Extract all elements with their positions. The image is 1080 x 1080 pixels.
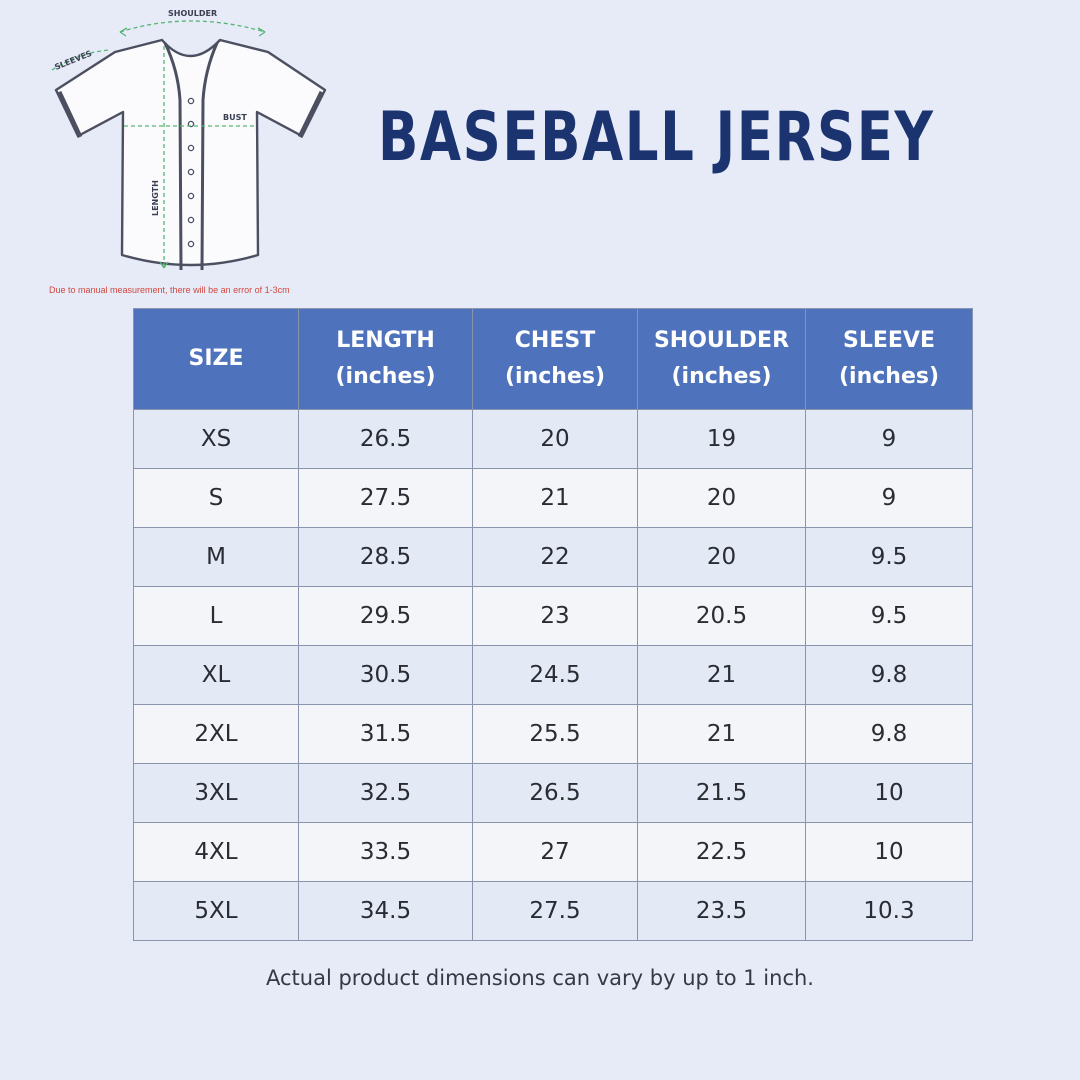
- sleeve-cell: 10: [805, 763, 973, 823]
- size-cell: L: [133, 586, 299, 646]
- shoulder-cell: 23.5: [637, 881, 806, 941]
- shoulder-cell: 20: [637, 527, 806, 587]
- page-title: BASEBALL JERSEY: [378, 98, 935, 177]
- shoulder-cell: 20: [637, 468, 806, 528]
- sleeve-cell: 9.8: [805, 645, 973, 705]
- sleeve-cell: 9.5: [805, 527, 973, 587]
- header-size: SIZE: [133, 308, 299, 410]
- size-cell: 2XL: [133, 704, 299, 764]
- header-shoulder: SHOULDER (inches): [637, 308, 806, 410]
- size-cell: 5XL: [133, 881, 299, 941]
- chest-cell: 20: [472, 409, 638, 469]
- size-cell: XS: [133, 409, 299, 469]
- table-row: 3XL 32.5 26.5 21.5 10: [133, 763, 973, 823]
- header-length: LENGTH (inches): [298, 308, 473, 410]
- table-header-row: SIZE LENGTH (inches) CHEST (inches) SHOULD…: [133, 308, 973, 410]
- chest-cell: 22: [472, 527, 638, 587]
- shoulder-cell: 22.5: [637, 822, 806, 882]
- length-cell: 28.5: [298, 527, 473, 587]
- measurement-note: Due to manual measurement, there will be…: [49, 285, 290, 295]
- dimensions-disclaimer: Actual product dimensions can vary by up…: [266, 966, 814, 990]
- chest-cell: 25.5: [472, 704, 638, 764]
- sleeve-cell: 9.5: [805, 586, 973, 646]
- length-label: LENGTH: [151, 180, 160, 216]
- size-cell: M: [133, 527, 299, 587]
- header-sleeve: SLEEVE (inches): [805, 308, 973, 410]
- size-cell: S: [133, 468, 299, 528]
- shoulder-cell: 20.5: [637, 586, 806, 646]
- size-cell: XL: [133, 645, 299, 705]
- table-row: L 29.5 23 20.5 9.5: [133, 586, 973, 646]
- table-row: XS 26.5 20 19 9: [133, 409, 973, 469]
- shoulder-label: SHOULDER: [168, 9, 217, 18]
- chest-cell: 26.5: [472, 763, 638, 823]
- sleeves-label: SLEEVES: [53, 49, 93, 72]
- shoulder-cell: 19: [637, 409, 806, 469]
- length-cell: 31.5: [298, 704, 473, 764]
- size-cell: 3XL: [133, 763, 299, 823]
- chest-cell: 27.5: [472, 881, 638, 941]
- sleeve-cell: 10.3: [805, 881, 973, 941]
- shoulder-cell: 21: [637, 704, 806, 764]
- chest-cell: 21: [472, 468, 638, 528]
- jersey-illustration: SHOULDER SLEEVES BUST LENGTH: [51, 9, 327, 271]
- size-table: SIZE LENGTH (inches) CHEST (inches) SHOULD…: [133, 308, 973, 941]
- table-row: S 27.5 21 20 9: [133, 468, 973, 528]
- size-cell: 4XL: [133, 822, 299, 882]
- sleeve-cell: 9: [805, 468, 973, 528]
- chest-cell: 24.5: [472, 645, 638, 705]
- sleeve-cell: 9: [805, 409, 973, 469]
- table-row: 4XL 33.5 27 22.5 10: [133, 822, 973, 882]
- sleeve-cell: 9.8: [805, 704, 973, 764]
- bust-label: BUST: [223, 113, 247, 122]
- table-row: XL 30.5 24.5 21 9.8: [133, 645, 973, 705]
- table-row: 2XL 31.5 25.5 21 9.8: [133, 704, 973, 764]
- length-cell: 30.5: [298, 645, 473, 705]
- chest-cell: 23: [472, 586, 638, 646]
- length-cell: 33.5: [298, 822, 473, 882]
- shoulder-cell: 21: [637, 645, 806, 705]
- sleeve-cell: 10: [805, 822, 973, 882]
- length-cell: 32.5: [298, 763, 473, 823]
- length-cell: 27.5: [298, 468, 473, 528]
- length-cell: 34.5: [298, 881, 473, 941]
- jersey-diagram: SHOULDER SLEEVES BUST LENGTH: [40, 0, 340, 290]
- table-row: 5XL 34.5 27.5 23.5 10.3: [133, 881, 973, 941]
- shoulder-cell: 21.5: [637, 763, 806, 823]
- chest-cell: 27: [472, 822, 638, 882]
- length-cell: 29.5: [298, 586, 473, 646]
- length-cell: 26.5: [298, 409, 473, 469]
- header-chest: CHEST (inches): [472, 308, 638, 410]
- table-row: M 28.5 22 20 9.5: [133, 527, 973, 587]
